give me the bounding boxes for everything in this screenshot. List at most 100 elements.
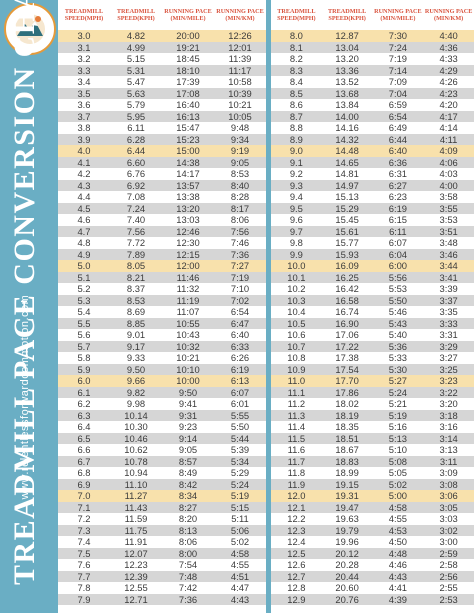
cell-mph: 4.3 [77,179,91,191]
cell-min-km: 3:51 [439,225,458,237]
cell-min-mile: 9:05 [178,444,198,455]
table-row: 7.4 11.91 8:06 5:02 [58,536,266,548]
cell-min-mile: 13:57 [176,179,200,191]
table-row: 6.0 9.66 10:00 6:13 [58,375,266,387]
cell-min-mile: 8:27 [178,501,198,513]
table-row: 3.8 6.11 15:47 9:48 [58,122,266,134]
table-row: 12.7 20.44 4:43 2:56 [271,570,474,582]
cell-mph: 5.6 [77,329,91,340]
cell-mph: 5.0 [77,260,91,271]
cell-min-km: 3:16 [439,421,458,432]
table-row: 10.6 17.06 5:40 3:31 [271,329,474,341]
cell-mph: 12.8 [287,582,306,593]
cell-kph: 13.36 [335,64,359,76]
cell-mph: 3.3 [77,64,91,76]
table-row: 5.8 9.33 10:21 6:26 [58,352,266,364]
table-row: 4.9 7.89 12:15 7:36 [58,248,266,260]
cell-min-mile: 10:00 [176,375,200,386]
cell-min-km: 7:46 [230,237,250,248]
cell-kph: 19.96 [335,536,359,547]
table-row: 12.3 19.79 4:53 3:02 [271,524,474,536]
cell-mph: 4.4 [77,191,91,202]
table-row: 9.6 15.45 6:15 3:53 [271,214,474,226]
cell-mph: 10.2 [287,283,306,294]
table-row: 5.3 8.53 11:19 7:02 [58,294,266,306]
cell-mph: 11.1 [287,386,306,398]
table-row: 10.7 17.22 5:36 3:29 [271,340,474,352]
column-divider [266,0,271,613]
cell-kph: 9.17 [126,340,146,352]
cell-min-mile: 18:10 [176,64,200,76]
cell-min-km: 4:06 [439,156,458,168]
cell-mph: 5.4 [77,306,91,317]
cell-min-km: 3:53 [439,214,458,225]
cell-min-mile: 6:07 [388,237,407,248]
cell-min-km: 4:03 [439,168,458,179]
cell-kph: 17.54 [335,363,359,375]
cell-mph: 12.1 [287,501,306,513]
cell-kph: 20.28 [335,559,359,570]
table-row: 11.0 17.70 5:27 3:23 [271,375,474,387]
table-row: 6.2 9.98 9:41 6:01 [58,398,266,410]
table-row: 9.7 15.61 6:11 3:51 [271,225,474,237]
cell-min-km: 11:39 [228,53,252,64]
cell-min-mile: 5:33 [388,352,407,363]
table-row: 12.6 20.28 4:46 2:58 [271,559,474,571]
cell-min-mile: 5:21 [388,398,407,409]
cell-kph: 19.31 [335,490,359,501]
cell-min-mile: 5:16 [388,421,407,432]
table-row: 12.4 19.96 4:50 3:00 [271,536,474,548]
cell-min-mile: 7:54 [178,559,198,570]
cell-mph: 4.8 [77,237,91,248]
cell-min-mile: 19:21 [176,41,200,53]
cell-kph: 17.38 [335,352,359,363]
table-row: 12.1 19.47 4:58 3:05 [271,501,474,513]
cell-mph: 11.2 [287,398,306,409]
cell-mph: 11.9 [287,478,306,490]
website-link[interactable]: www.relentlessforwardcommotion.com [19,294,31,500]
table-row: 8.5 13.68 7:04 4:23 [271,87,474,99]
cell-min-km: 3:29 [439,340,458,352]
cell-mph: 11.7 [287,455,306,467]
cell-kph: 8.69 [126,306,146,317]
cell-kph: 16.25 [335,271,359,283]
cell-mph: 6.1 [77,386,91,398]
table-row: 4.7 7.56 12:46 7:56 [58,225,266,237]
cell-kph: 12.71 [124,593,148,605]
cell-kph: 17.86 [335,386,359,398]
cell-min-mile: 11:32 [176,283,200,294]
table-row: 7.6 12.23 7:54 4:55 [58,559,266,571]
cell-min-mile: 12:00 [176,260,200,271]
table-row: 12.2 19.63 4:55 3:03 [271,513,474,525]
cell-min-mile: 10:32 [176,340,200,352]
cell-kph: 13.68 [335,87,359,99]
cell-kph: 6.60 [126,156,146,168]
cell-min-mile: 9:23 [178,421,198,432]
cell-kph: 5.47 [126,76,146,87]
cell-min-km: 4:11 [439,133,458,145]
cell-min-mile: 8:42 [178,478,198,490]
cell-mph: 9.3 [289,179,303,191]
cell-mph: 12.2 [287,513,306,524]
table-row: 3.7 5.95 16:13 10:05 [58,110,266,122]
table-row: 5.9 9.50 10:10 6:19 [58,363,266,375]
cell-kph: 15.13 [335,191,359,202]
cell-min-km: 8:28 [230,191,250,202]
table-row: 11.1 17.86 5:24 3:22 [271,386,474,398]
table-row: 11.9 19.15 5:02 3:08 [271,478,474,490]
header-mph: TREADMILL SPEED(MPH) [277,8,316,22]
cell-min-km: 5:44 [230,432,250,444]
cell-min-mile: 8:20 [178,513,198,524]
cell-min-km: 2:55 [439,582,458,593]
cell-min-km: 3:14 [439,432,458,444]
table-row: 9.4 15.13 6:23 3:58 [271,191,474,203]
table-row: 7.0 11.27 8:34 5:19 [58,490,266,502]
cell-min-mile: 10:55 [176,317,200,329]
cell-mph: 8.0 [289,30,303,41]
cell-mph: 5.8 [77,352,91,363]
cell-kph: 4.82 [126,30,146,41]
cell-min-km: 4:23 [439,87,458,99]
cell-kph: 5.95 [126,110,146,122]
cell-min-mile: 5:02 [388,478,407,490]
cell-kph: 18.83 [335,455,359,467]
